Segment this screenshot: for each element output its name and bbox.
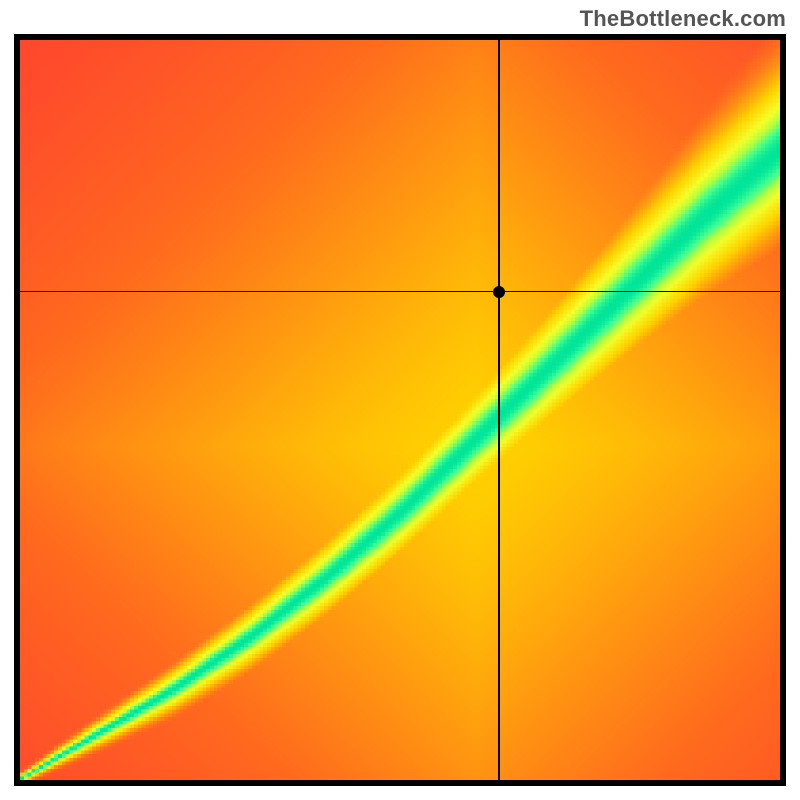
crosshair-vertical [498, 40, 500, 780]
heatmap-plot [14, 34, 786, 786]
watermark-text: TheBottleneck.com [580, 6, 786, 32]
crosshair-horizontal [20, 291, 780, 293]
crosshair-point [493, 286, 505, 298]
heatmap-canvas [20, 40, 780, 780]
